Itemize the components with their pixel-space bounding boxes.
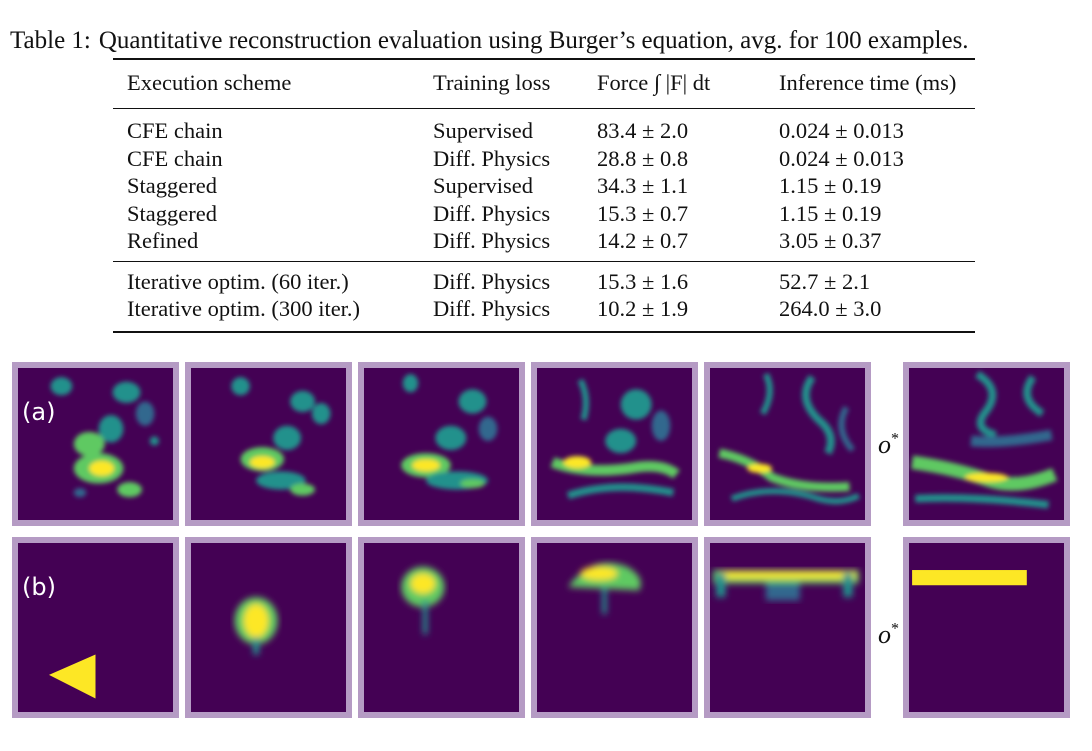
cell-inference-time: 264.0 ± 3.0 (779, 296, 882, 321)
table-row: Refined Diff. Physics 14.2 ± 0.7 3.05 ± 0.3… (113, 227, 975, 261)
header-force: Force ∫ |F| dt (597, 70, 711, 95)
target-label-a: o* (878, 430, 899, 459)
header-inference-time: Inference time (ms) (779, 70, 957, 95)
cell-execution-scheme: Iterative optim. (300 iter.) (127, 296, 361, 321)
cell-inference-time: 0.024 ± 0.013 (779, 118, 904, 143)
cell-inference-time: 0.024 ± 0.013 (779, 145, 904, 171)
results-table: Execution scheme Training loss Force ∫ |… (113, 58, 975, 333)
table-row: Iterative optim. (60 iter.) Diff. Physics… (113, 261, 975, 295)
table-group-iterative: Iterative optim. (60 iter.) Diff. Physics… (113, 261, 975, 332)
cell-training-loss: Diff. Physics (433, 145, 551, 171)
table-row: Staggered Diff. Physics 15.3 ± 0.7 1.15 ± 0… (113, 200, 975, 228)
panel-b-5 (704, 537, 871, 718)
cell-execution-scheme: CFE chain (127, 118, 223, 143)
row-b-label: (b) (22, 573, 56, 601)
cell-execution-scheme: Staggered (127, 173, 217, 198)
cell-force: 15.3 ± 0.7 (597, 200, 689, 226)
table-row: Iterative optim. (300 iter.) Diff. Physic… (113, 295, 975, 332)
cell-training-loss: Diff. Physics (433, 200, 551, 226)
cell-force: 34.3 ± 1.1 (597, 173, 689, 198)
cell-execution-scheme: Refined (127, 228, 199, 253)
table-row: CFE chain Diff. Physics 28.8 ± 0.8 0.024 ± … (113, 145, 975, 173)
panel-b-1: (b) (12, 537, 179, 718)
row-a-label: (a) (22, 398, 56, 426)
cell-execution-scheme: Iterative optim. (60 iter.) (127, 268, 349, 294)
cell-inference-time: 3.05 ± 0.37 (779, 228, 882, 253)
cell-training-loss: Supervised (433, 173, 533, 198)
cell-inference-time: 1.15 ± 0.19 (779, 200, 882, 226)
caption-text: Quantitative reconstruction evaluation u… (98, 27, 969, 54)
cell-execution-scheme: CFE chain (127, 145, 223, 171)
panel-b-target (903, 537, 1070, 718)
panel-a-3 (358, 362, 525, 526)
panel-b-4 (531, 537, 698, 718)
table-caption: Table 1: Quantitative reconstruction eval… (10, 26, 1085, 56)
cell-training-loss: Diff. Physics (433, 268, 551, 294)
panel-a-5 (704, 362, 871, 526)
header-training-loss: Training loss (433, 70, 551, 95)
panel-a-target (903, 362, 1070, 526)
cell-execution-scheme: Staggered (127, 200, 217, 226)
cell-force: 15.3 ± 1.6 (597, 268, 689, 294)
table-row: CFE chain Supervised 83.4 ± 2.0 0.024 ± 0.0… (113, 109, 975, 145)
cell-training-loss: Diff. Physics (433, 296, 551, 321)
cell-inference-time: 52.7 ± 2.1 (779, 268, 871, 294)
panel-a-1: (a) (12, 362, 179, 526)
panel-b-2 (185, 537, 352, 718)
caption-label: Table 1: (10, 27, 91, 54)
cell-inference-time: 1.15 ± 0.19 (779, 173, 882, 198)
cell-training-loss: Diff. Physics (433, 228, 551, 253)
panel-a-4 (531, 362, 698, 526)
header-execution-scheme: Execution scheme (127, 70, 292, 95)
cell-force: 83.4 ± 2.0 (597, 118, 689, 143)
panel-a-2 (185, 362, 352, 526)
target-label-b: o* (878, 620, 899, 649)
table-row: Staggered Supervised 34.3 ± 1.1 1.15 ± 0.19 (113, 172, 975, 200)
table-group-learned: CFE chain Supervised 83.4 ± 2.0 0.024 ± 0.0… (113, 109, 975, 262)
cell-force: 10.2 ± 1.9 (597, 296, 689, 321)
panel-b-3 (358, 537, 525, 718)
cell-training-loss: Supervised (433, 118, 533, 143)
cell-force: 28.8 ± 0.8 (597, 145, 689, 171)
table-header-row: Execution scheme Training loss Force ∫ |… (113, 59, 975, 109)
cell-force: 14.2 ± 0.7 (597, 228, 689, 253)
